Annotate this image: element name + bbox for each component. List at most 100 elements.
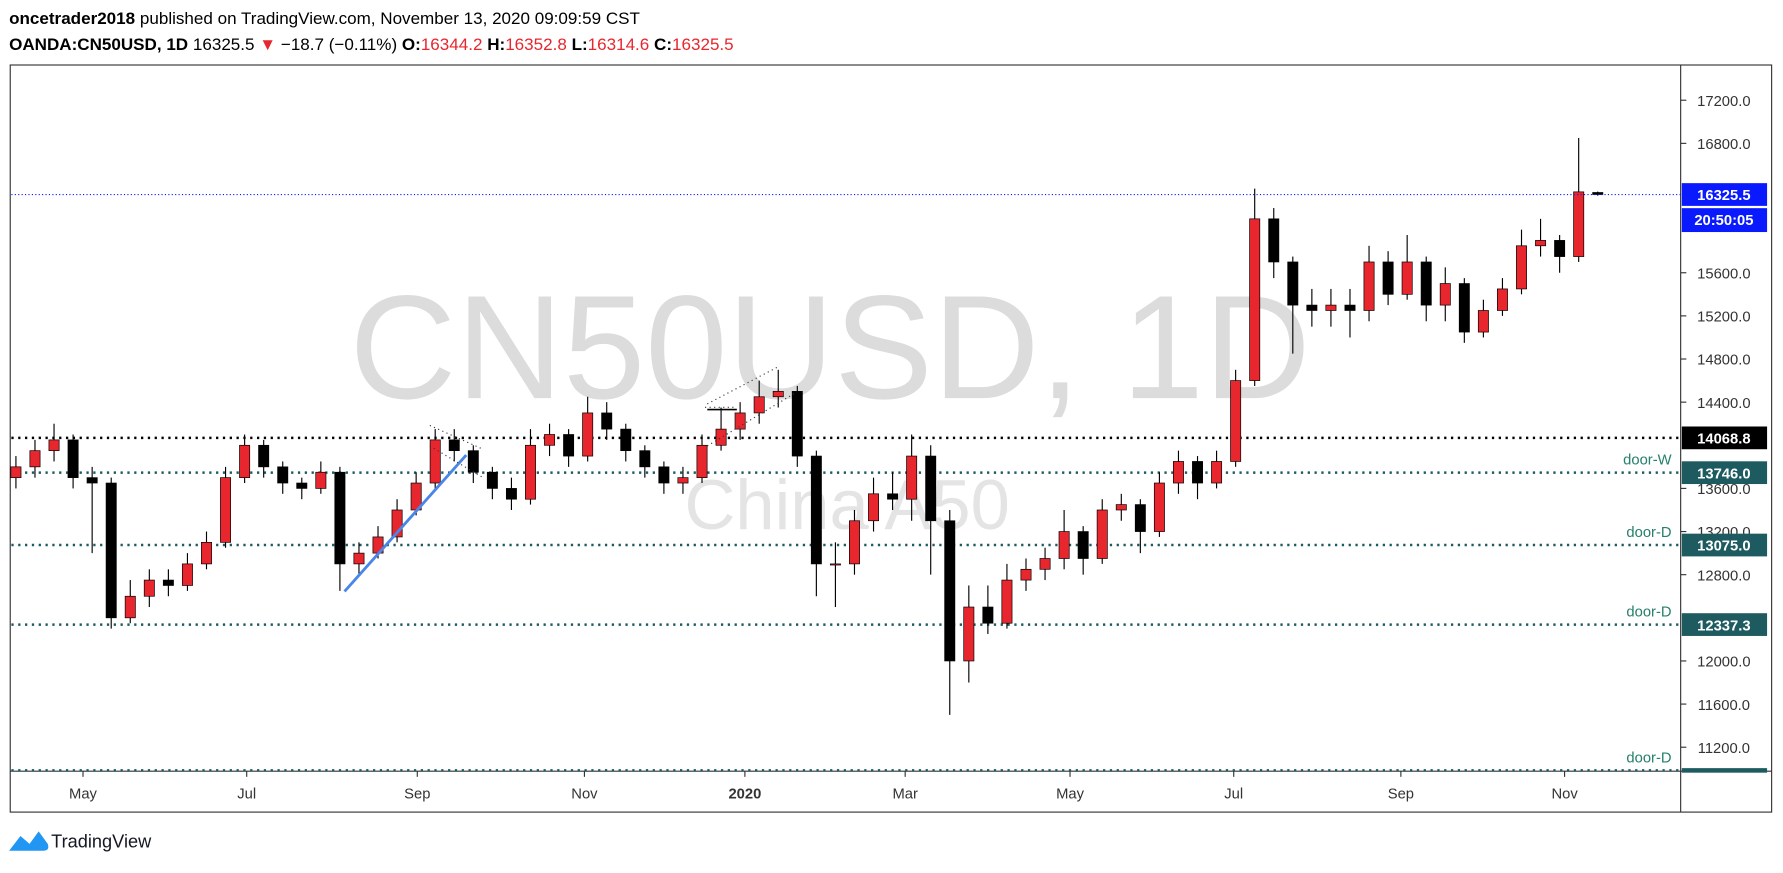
change: −18.7 (−0.11%) [281, 35, 397, 54]
c-label: C: [654, 35, 672, 54]
candle-body [201, 541, 212, 565]
candle-body [1439, 283, 1451, 306]
channel-drawing [705, 365, 797, 447]
x-tick-label: May [69, 786, 98, 802]
watermark-sub: China A50 [684, 465, 1009, 544]
logo-icon [9, 831, 49, 851]
y-tick-label: 15200.0 [1697, 310, 1750, 326]
candle-body [1573, 191, 1585, 257]
level-price-label: 14068.8 [1697, 432, 1750, 448]
candle-body [1039, 558, 1051, 570]
brand: TradingView [51, 831, 152, 851]
chart-frame [9, 64, 1773, 813]
candle-body [220, 477, 232, 543]
candle-body [810, 455, 822, 565]
candle-body [505, 488, 517, 500]
candle-body [86, 477, 98, 484]
countdown: 20:50:05 [1694, 213, 1753, 229]
candle-body [639, 450, 651, 468]
last-price-box [1681, 183, 1768, 206]
level-price-label: 12337.3 [1697, 618, 1750, 634]
candle-body [258, 444, 270, 468]
y-tick-label: 11600.0 [1698, 698, 1750, 714]
quote-line: OANDA:CN50USD, 1D 16325.5 ▼ −18.7 (−0.11… [9, 35, 734, 54]
symbol: OANDA:CN50USD, 1D [9, 35, 188, 54]
candle-body [124, 595, 136, 619]
candle-body [963, 606, 975, 662]
candle-body [162, 579, 174, 586]
x-tick-label: Nov [1551, 786, 1578, 802]
c-value: 16325.5 [672, 35, 734, 54]
y-tick-label: 12800.0 [1697, 568, 1750, 584]
candle-body [868, 493, 879, 522]
candle-body [1115, 504, 1127, 511]
candle-body [677, 477, 689, 484]
candle-body [1058, 531, 1070, 559]
candle-body [353, 552, 365, 565]
candle-body [277, 466, 289, 484]
candle-body [29, 450, 41, 468]
wedge-drawing [429, 424, 484, 479]
candle-body [67, 439, 79, 478]
candle-body [582, 412, 594, 457]
level-price-label: 13075.0 [1697, 539, 1750, 555]
x-tick-label: Sep [1388, 786, 1414, 802]
published: published on TradingView.com, November 1… [140, 9, 641, 28]
level-name: door-D [1626, 605, 1671, 621]
last-price-label: 16325.5 [1697, 188, 1750, 204]
level-price-box [1681, 613, 1768, 636]
candle-body [982, 606, 994, 624]
candle-body [1077, 531, 1089, 559]
candle-body [467, 450, 479, 473]
author: oncetrader2018 [9, 9, 135, 28]
candle-body [563, 434, 575, 457]
y-tick-label: 11200.0 [1698, 741, 1750, 757]
candle-body [1363, 261, 1375, 311]
y-tick-label: 17200.0 [1697, 94, 1750, 110]
candle-body [1192, 461, 1203, 484]
candle-body [1477, 310, 1489, 333]
publish-line: oncetrader2018 published on TradingView.… [9, 9, 640, 28]
candle-body [906, 455, 918, 500]
candle-body [239, 444, 251, 478]
x-tick-label: Nov [571, 786, 598, 802]
candle-body [620, 428, 632, 452]
candle-body [791, 391, 803, 457]
candle-body [1230, 380, 1242, 462]
candle-body [105, 482, 117, 619]
h-value: 16352.8 [505, 35, 567, 54]
candle-body [1401, 261, 1413, 295]
level-price-box [1681, 461, 1768, 485]
candle-body [849, 520, 860, 565]
candle-body [391, 509, 403, 538]
candle-body [296, 482, 308, 489]
candle-body [181, 563, 193, 586]
candle-body [1268, 218, 1280, 263]
y-tick-label: 16800.0 [1697, 137, 1750, 153]
h-label: H: [487, 35, 505, 54]
o-value: 16344.2 [421, 35, 483, 54]
candle-body [525, 444, 536, 500]
candle-body [944, 520, 956, 662]
level-name: door-W [1623, 453, 1671, 469]
o-label: O: [402, 35, 421, 54]
candle-body [1211, 461, 1223, 484]
x-tick-label: Jul [1224, 786, 1243, 802]
candle-body [1535, 240, 1547, 247]
candle-body [48, 439, 60, 452]
candle-body [1001, 579, 1013, 624]
x-tick-label: Jul [237, 786, 256, 802]
x-tick-label: Sep [404, 786, 430, 802]
x-tick-label: May [1056, 786, 1085, 802]
arrow: ▼ [259, 35, 276, 54]
level-price-box [1681, 768, 1768, 773]
candle-body [448, 439, 460, 452]
candle-body [715, 428, 727, 446]
y-tick-label: 13600.0 [1697, 482, 1750, 498]
candle-body [1325, 304, 1337, 311]
candle-body [829, 563, 841, 566]
l-label: L: [572, 35, 588, 54]
candle-body [315, 471, 327, 489]
candle-body [696, 444, 708, 478]
